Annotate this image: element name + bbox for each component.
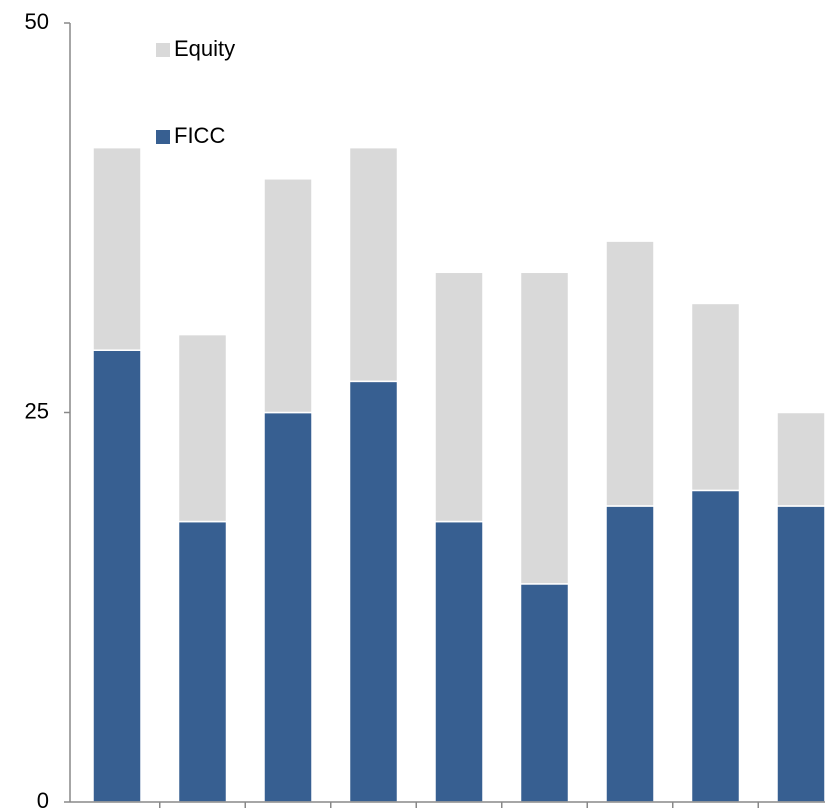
bar-segment	[519, 271, 570, 585]
y-tick-label: 0	[37, 788, 49, 811]
bar-segment	[690, 302, 741, 492]
bar-segment	[263, 178, 313, 414]
bar-segment	[348, 380, 399, 803]
bar-segment	[434, 520, 484, 803]
bar-segment	[177, 333, 228, 523]
bar-segment	[519, 583, 570, 803]
bar-segment	[177, 520, 228, 803]
y-tick-label: 50	[25, 9, 49, 34]
bar-segment	[92, 349, 142, 803]
bar-segment	[690, 489, 741, 803]
bar-segment	[776, 411, 825, 507]
bar-segment	[348, 146, 399, 383]
bar-segment	[605, 505, 655, 803]
bar-segment	[605, 240, 655, 507]
legend-label: Equity	[174, 36, 235, 61]
y-tick-label: 25	[25, 398, 49, 423]
legend-swatch	[156, 43, 170, 57]
bar-segment	[776, 505, 825, 803]
legend-swatch	[156, 130, 170, 144]
bar-segment	[92, 146, 142, 351]
bar-segment	[263, 411, 313, 803]
bar-segment	[434, 271, 484, 523]
legend-label: FICC	[174, 123, 225, 148]
